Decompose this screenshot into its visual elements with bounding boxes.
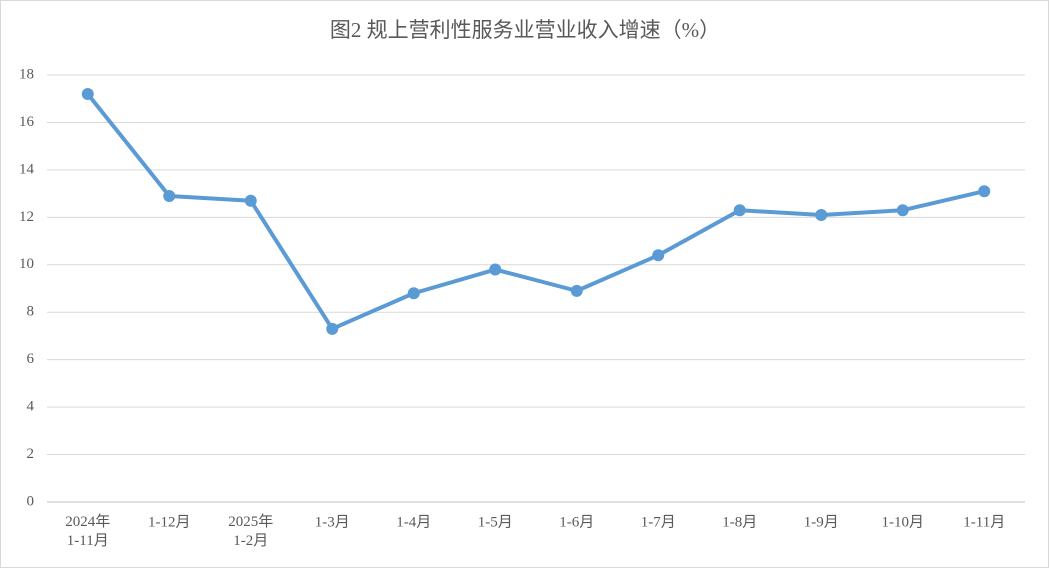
data-point	[978, 185, 991, 198]
chart-title: 图2 规上营利性服务业营业收入增速（%）	[330, 18, 720, 42]
y-tick-label: 10	[19, 256, 34, 272]
x-tick-label: 1-8月	[722, 514, 757, 530]
y-tick-label: 8	[27, 304, 35, 320]
x-tick-label: 1-5月	[478, 514, 513, 530]
data-point	[489, 263, 502, 276]
y-tick-label: 12	[19, 209, 34, 225]
data-point	[570, 284, 583, 297]
y-tick-label: 2	[27, 446, 35, 462]
data-point	[407, 287, 420, 300]
data-point	[326, 322, 339, 335]
y-tick-label: 0	[27, 493, 35, 509]
x-tick-label: 1-10月	[882, 514, 925, 530]
x-tick-label: 1-3月	[315, 514, 350, 530]
data-point	[733, 204, 746, 217]
x-tick-label: 1-11月	[963, 514, 1005, 530]
data-point	[896, 204, 909, 217]
series-line	[86, 92, 985, 331]
x-tick-label: 1-12月	[148, 514, 191, 530]
x-tick-label: 1-7月	[641, 514, 676, 530]
data-point	[163, 189, 176, 202]
x-tick-label: 1-9月	[804, 514, 839, 530]
x-tick-label: 2024年 1-11月	[65, 513, 110, 549]
y-tick-label: 14	[19, 161, 35, 177]
data-point	[652, 249, 665, 262]
y-tick-label: 18	[19, 66, 34, 82]
data-point	[81, 87, 94, 100]
y-tick-label: 4	[27, 399, 35, 415]
x-tick-label: 1-6月	[559, 514, 594, 530]
data-point	[815, 208, 828, 221]
x-tick-label: 1-4月	[396, 514, 431, 530]
y-tick-label: 16	[19, 114, 35, 130]
y-tick-label: 6	[27, 351, 35, 367]
x-tick-label: 2025年 1-2月	[228, 513, 273, 549]
data-point	[244, 194, 257, 207]
